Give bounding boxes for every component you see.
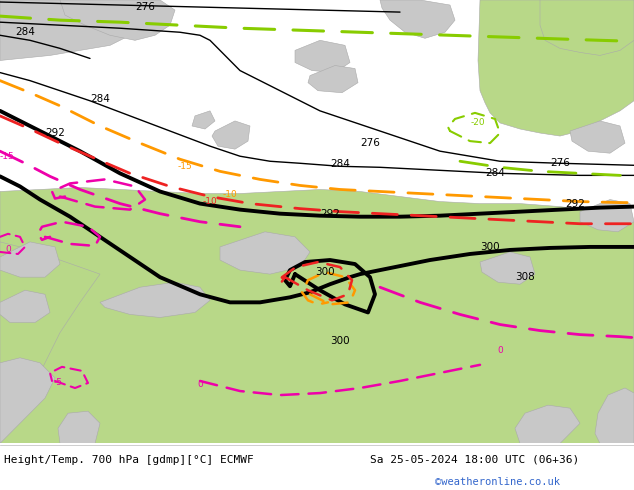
Polygon shape (295, 40, 350, 73)
Text: -5: -5 (53, 378, 63, 388)
Text: 292: 292 (320, 209, 340, 219)
Text: 284: 284 (15, 27, 35, 37)
Polygon shape (212, 121, 250, 149)
Text: 300: 300 (480, 242, 500, 252)
Text: 0: 0 (497, 346, 503, 355)
Polygon shape (192, 111, 215, 129)
Polygon shape (480, 252, 535, 284)
Polygon shape (0, 188, 634, 443)
Text: 276: 276 (550, 158, 570, 168)
Polygon shape (0, 358, 55, 443)
Polygon shape (380, 0, 455, 38)
Polygon shape (100, 282, 210, 318)
Polygon shape (0, 242, 60, 277)
Text: -15: -15 (178, 162, 192, 171)
Text: 284: 284 (90, 94, 110, 104)
Text: 300: 300 (330, 336, 350, 345)
Text: Height/Temp. 700 hPa [gdmp][°C] ECMWF: Height/Temp. 700 hPa [gdmp][°C] ECMWF (4, 455, 254, 465)
Polygon shape (220, 232, 310, 274)
Polygon shape (60, 0, 175, 40)
Text: 292: 292 (565, 198, 585, 209)
Polygon shape (0, 0, 140, 60)
Text: 0: 0 (5, 245, 11, 254)
Text: 276: 276 (360, 138, 380, 148)
Polygon shape (0, 290, 50, 322)
Text: 276: 276 (135, 2, 155, 12)
Polygon shape (308, 66, 358, 93)
Text: -10: -10 (203, 197, 217, 206)
Text: 300: 300 (315, 267, 335, 277)
Polygon shape (580, 199, 634, 232)
Polygon shape (595, 388, 634, 443)
Polygon shape (58, 411, 100, 443)
Text: Sa 25-05-2024 18:00 UTC (06+36): Sa 25-05-2024 18:00 UTC (06+36) (370, 455, 579, 465)
Text: 284: 284 (330, 159, 350, 169)
Text: -15: -15 (0, 152, 15, 161)
Text: -10: -10 (223, 190, 237, 199)
Polygon shape (540, 0, 634, 55)
Text: ©weatheronline.co.uk: ©weatheronline.co.uk (435, 477, 560, 487)
Text: 292: 292 (45, 128, 65, 138)
Text: 284: 284 (485, 169, 505, 178)
Text: -20: -20 (470, 119, 485, 127)
Polygon shape (478, 0, 634, 136)
Text: 0: 0 (197, 381, 203, 390)
Text: 308: 308 (515, 272, 535, 282)
Polygon shape (515, 405, 580, 443)
Polygon shape (570, 121, 625, 153)
Polygon shape (0, 242, 100, 443)
